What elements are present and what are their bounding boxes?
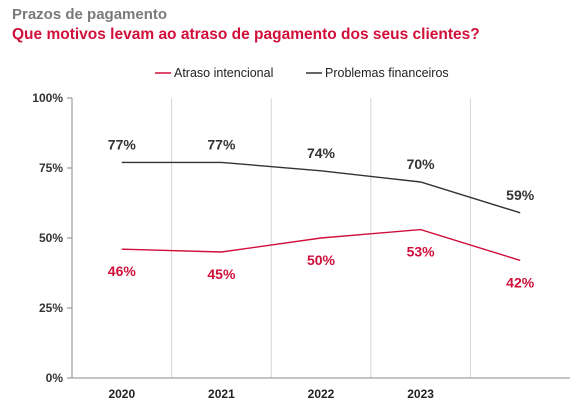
y-tick-label: 75% [39, 161, 63, 175]
data-label: 45% [207, 266, 236, 282]
chart-kicker: Prazos de pagamento [12, 6, 168, 23]
legend-label: Problemas financeiros [325, 66, 449, 80]
x-tick-label: 2023 [407, 387, 434, 401]
x-tick-label: 2021 [208, 387, 235, 401]
legend-label: Atraso intencional [174, 66, 273, 80]
data-label: 53% [407, 244, 436, 260]
data-label: 59% [506, 187, 535, 203]
x-tick-label: 2020 [108, 387, 135, 401]
y-tick-label: 50% [39, 231, 63, 245]
chart-title: Que motivos levam ao atraso de pagamento… [12, 26, 480, 43]
data-label: 46% [108, 263, 137, 279]
y-tick-label: 0% [46, 371, 64, 385]
data-label: 77% [108, 136, 137, 152]
series-line [121, 161, 521, 214]
y-tick-label: 25% [39, 301, 63, 315]
x-tick-label: 2022 [308, 387, 335, 401]
data-label: 77% [207, 136, 236, 152]
y-tick-label: 100% [32, 91, 63, 105]
series-line [121, 228, 521, 262]
data-label: 70% [407, 156, 436, 172]
data-label: 50% [307, 252, 336, 268]
data-label: 74% [307, 145, 336, 161]
data-label: 42% [506, 274, 535, 290]
